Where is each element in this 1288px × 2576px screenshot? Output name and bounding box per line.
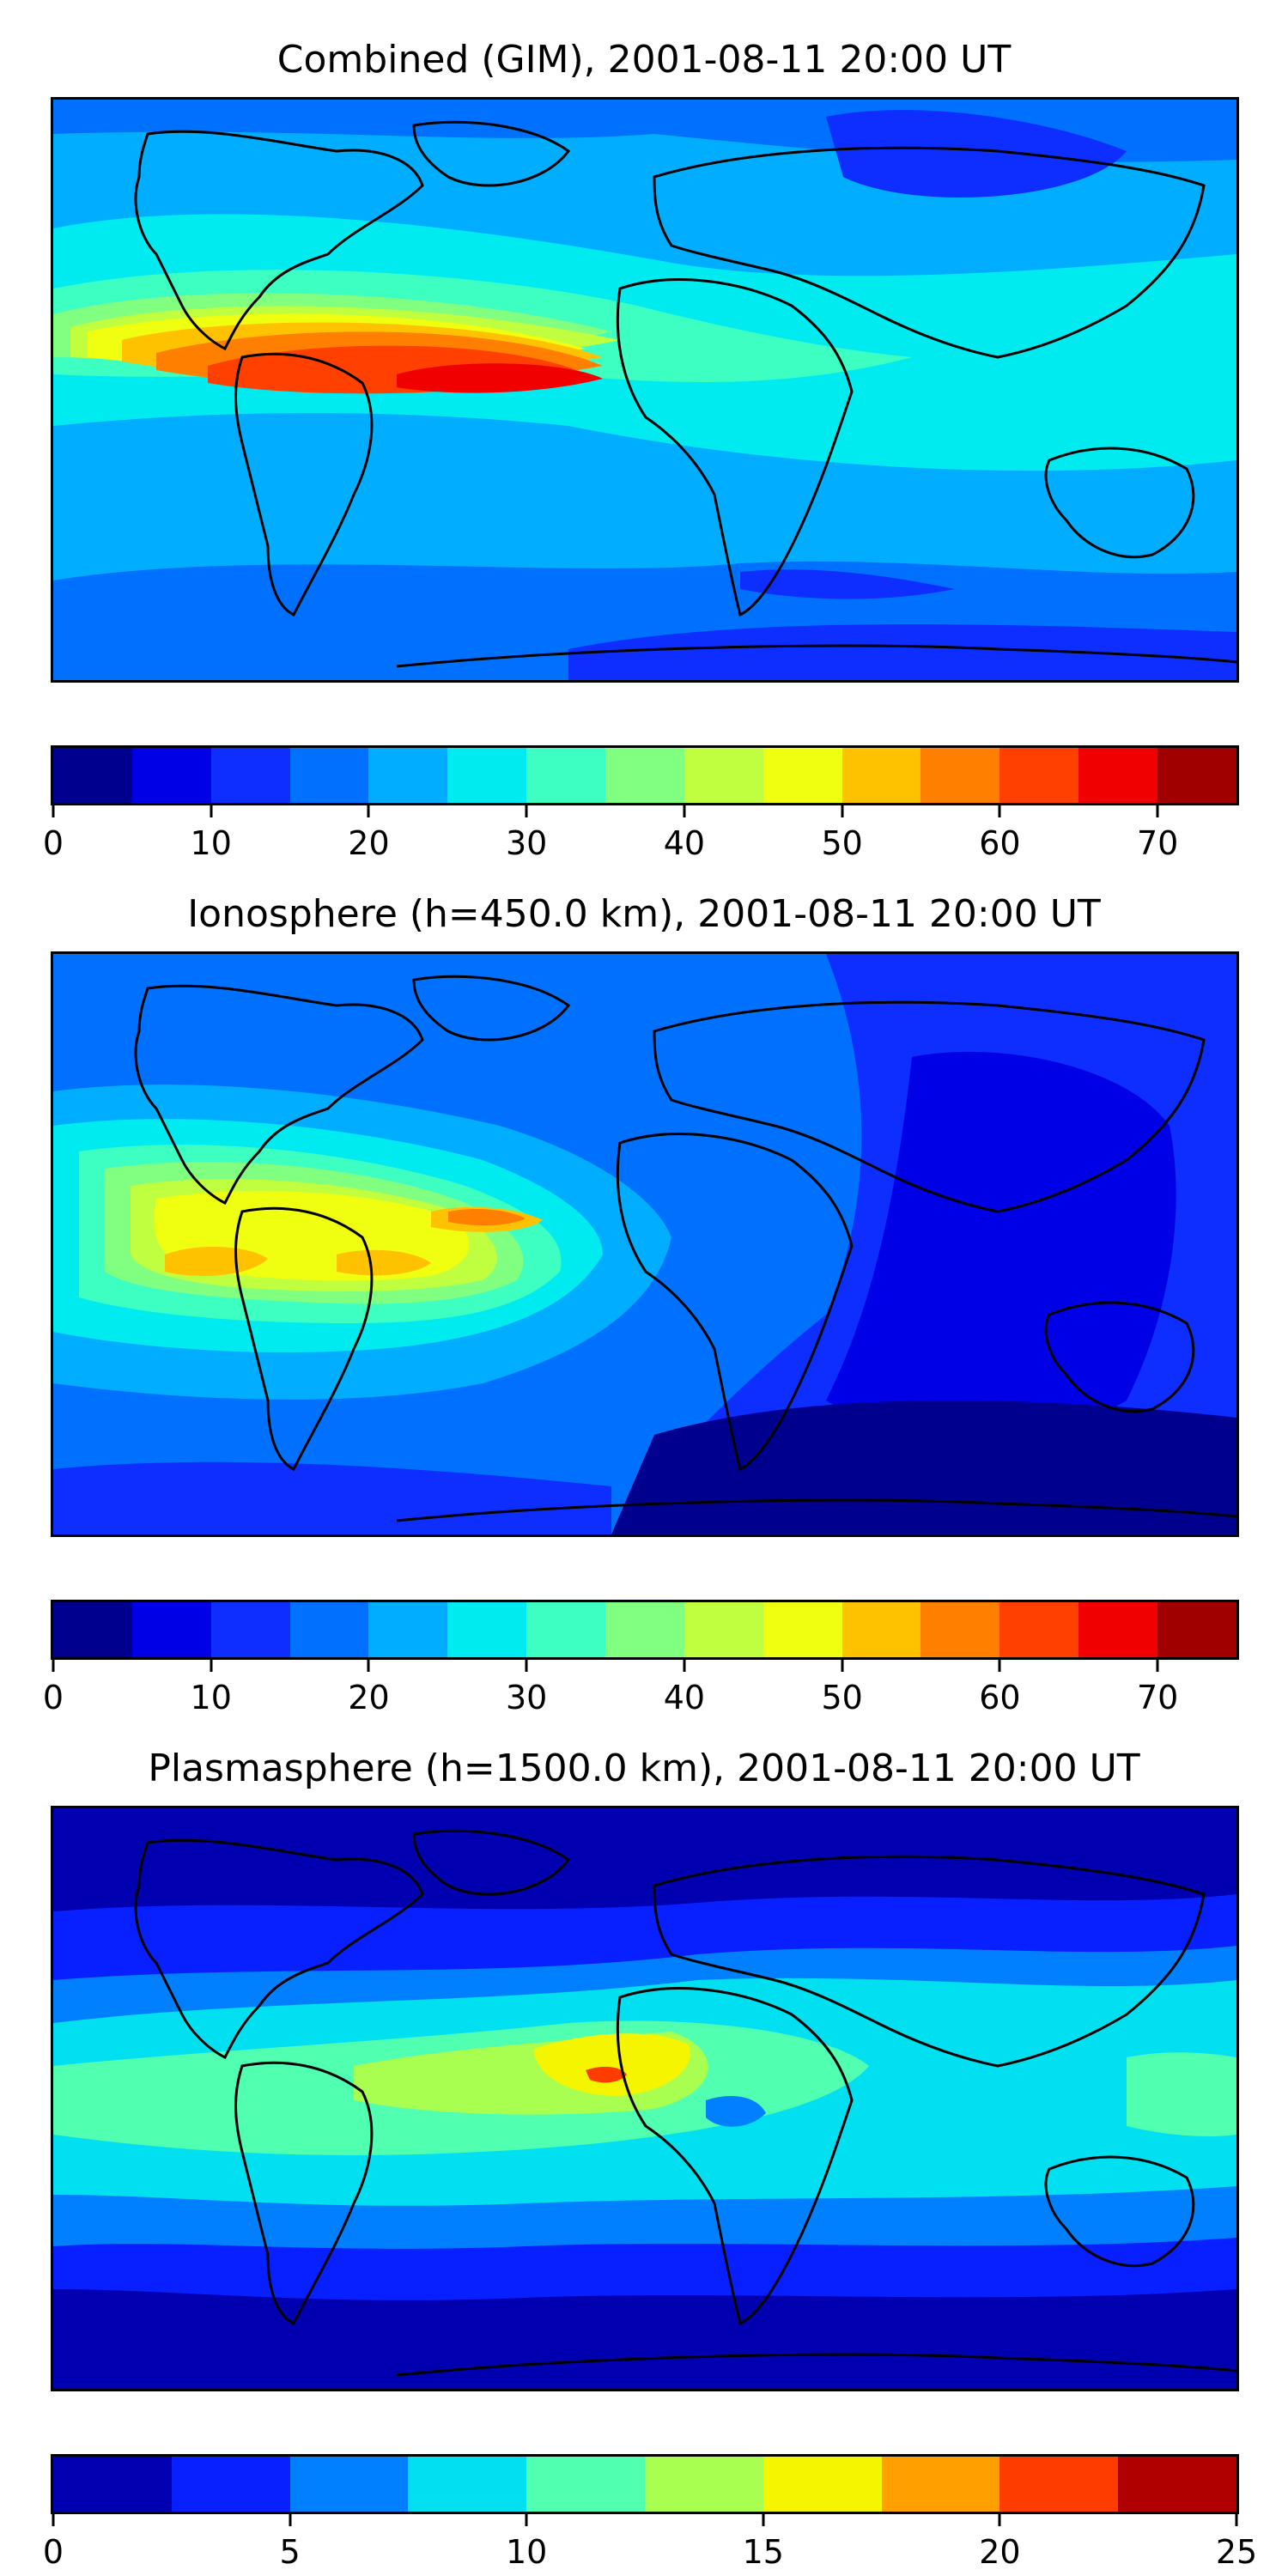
colorbar-ticks-combined: 0 10 20 30 40 50 60 70 <box>43 805 1239 862</box>
panel-title-ionosphere: Ionosphere (h=450.0 km), 2001-08-11 20:0… <box>187 892 1101 936</box>
colorbar-segment <box>131 748 211 803</box>
colorbar-segment <box>53 1602 132 1657</box>
colorbar-segment <box>762 1602 842 1657</box>
colorbar-tick-label: 10 <box>190 824 232 862</box>
colorbar-tick-label: 40 <box>663 824 706 862</box>
colorbar-segment <box>53 2457 172 2512</box>
colorbar-segment <box>289 2457 409 2512</box>
colorbar-segment <box>762 2457 882 2512</box>
colorbar-tick-mark <box>841 1660 844 1672</box>
colorbar-tick-mark <box>367 805 370 817</box>
colorbar-segment <box>408 2457 527 2512</box>
colorbar-tick-label: 50 <box>821 1679 863 1716</box>
colorbar-tick-mark <box>367 1660 370 1672</box>
colorbar-tick-mark <box>289 2514 292 2526</box>
colorbar-tick-mark <box>998 805 1001 817</box>
colorbar-tick-mark <box>1156 1660 1159 1672</box>
colorbar-segment <box>526 748 606 803</box>
colorbar-tick-label: 20 <box>979 2533 1021 2571</box>
colorbar-tick-mark <box>683 1660 686 1672</box>
colorbar-segment <box>131 1602 211 1657</box>
map-canvas-combined <box>53 100 1236 680</box>
colorbar-tick-mark <box>52 805 55 817</box>
colorbar-tick-label: 70 <box>1136 1679 1179 1716</box>
colorbar-tick-label: 0 <box>42 824 64 862</box>
colorbar-tick-label: 60 <box>979 1679 1021 1716</box>
colorbar-tick-mark <box>52 1660 55 1672</box>
colorbar-segment <box>644 2457 763 2512</box>
colorbar-tick-label: 20 <box>348 824 390 862</box>
colorbar-tick-mark <box>210 805 213 817</box>
colorbar-tick-label: 5 <box>279 2533 301 2571</box>
colorbar-segment <box>171 2457 290 2512</box>
colorbar-tick-label: 10 <box>190 1679 232 1716</box>
colorbar-tick-mark <box>52 2514 55 2526</box>
colorbar-tick-label: 30 <box>506 1679 548 1716</box>
map-canvas-ionosphere <box>53 954 1236 1534</box>
tec-map-plasmasphere <box>51 1806 1239 2391</box>
colorbar-segment <box>1157 1602 1236 1657</box>
colorbar-ticks-ionosphere: 0 10 20 30 40 50 60 70 <box>43 1660 1239 1715</box>
colorbar-segment <box>289 748 369 803</box>
colorbar-tick-label: 15 <box>742 2533 784 2571</box>
colorbar-segment <box>762 748 842 803</box>
colorbar-segment <box>605 748 684 803</box>
colorbar-segment <box>683 1602 763 1657</box>
colorbar-tick-mark <box>210 1660 213 1672</box>
colorbar-tick-label: 25 <box>1215 2533 1258 2571</box>
colorbar-tick-mark <box>1235 2514 1238 2526</box>
tec-map-ionosphere <box>51 951 1239 1537</box>
colorbar-segment <box>53 748 132 803</box>
colorbar-tick-label: 10 <box>506 2533 548 2571</box>
colorbar-tick-label: 0 <box>42 1679 64 1716</box>
colorbar-segment <box>881 2457 1000 2512</box>
colorbar-tick-label: 30 <box>506 824 548 862</box>
colorbar-tick-label: 60 <box>979 824 1021 862</box>
tec-map-combined <box>51 97 1239 683</box>
colorbar-tick-label: 40 <box>663 1679 706 1716</box>
colorbar-segment <box>368 1602 448 1657</box>
colorbar-tick-mark <box>762 2514 765 2526</box>
colorbar-tick-label: 50 <box>821 824 863 862</box>
colorbar-tick-label: 20 <box>348 1679 390 1716</box>
colorbar-segment <box>289 1602 369 1657</box>
colorbar-segment <box>920 1602 1000 1657</box>
colorbar-segment <box>447 1602 527 1657</box>
colorbar-tick-mark <box>525 1660 528 1672</box>
colorbar-segment <box>1157 748 1236 803</box>
colorbar-combined <box>51 745 1239 805</box>
colorbar-tick-mark <box>525 2514 528 2526</box>
colorbar-ionosphere <box>51 1600 1239 1660</box>
colorbar-plasmasphere <box>51 2454 1239 2514</box>
colorbar-segment <box>526 1602 606 1657</box>
colorbar-segment <box>210 1602 290 1657</box>
map-canvas-plasmasphere <box>53 1808 1236 2389</box>
colorbar-segment <box>368 748 448 803</box>
colorbar-segment <box>526 2457 645 2512</box>
colorbar-segment <box>210 748 290 803</box>
colorbar-tick-mark <box>998 1660 1001 1672</box>
panel-title-plasmasphere: Plasmasphere (h=1500.0 km), 2001-08-11 2… <box>148 1747 1140 1790</box>
colorbar-segment <box>841 748 921 803</box>
colorbar-tick-mark <box>998 2514 1001 2526</box>
panel-title-combined: Combined (GIM), 2001-08-11 20:00 UT <box>276 38 1012 82</box>
colorbar-segment <box>841 1602 921 1657</box>
colorbar-segment <box>920 748 1000 803</box>
colorbar-segment <box>999 748 1079 803</box>
colorbar-segment <box>1078 1602 1158 1657</box>
colorbar-segment <box>999 2457 1119 2512</box>
colorbar-tick-mark <box>841 805 844 817</box>
colorbar-ticks-plasmasphere: 0 5 10 15 20 25 <box>43 2514 1257 2571</box>
colorbar-tick-mark <box>1156 805 1159 817</box>
colorbar-segment <box>605 1602 684 1657</box>
colorbar-tick-mark <box>525 805 528 817</box>
colorbar-segment <box>1118 2457 1236 2512</box>
colorbar-segment <box>447 748 527 803</box>
colorbar-tick-mark <box>683 805 686 817</box>
colorbar-tick-label: 70 <box>1136 824 1179 862</box>
colorbar-segment <box>683 748 763 803</box>
colorbar-segment <box>1078 748 1158 803</box>
colorbar-segment <box>999 1602 1079 1657</box>
colorbar-tick-label: 0 <box>42 2533 64 2571</box>
